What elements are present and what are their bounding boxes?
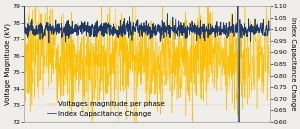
Index Capacitance Change [47,42,51,44]
Index Capacitance Change [22,5,26,7]
Index Capacitance Change [236,121,240,123]
Index Capacitance Change [122,22,125,23]
Index Capacitance Change [214,27,217,29]
Voltages magnitude per phase [218,32,222,34]
Voltages magnitude per phase [268,75,272,77]
Voltages magnitude per phase [122,90,125,92]
Voltages magnitude per phase [22,16,25,18]
Voltages magnitude per phase [191,27,195,29]
Index Capacitance Change [130,35,134,37]
Line: Voltages magnitude per phase: Voltages magnitude per phase [23,0,270,129]
Voltages magnitude per phase [47,41,50,42]
Index Capacitance Change [22,25,25,26]
Index Capacitance Change [268,29,272,31]
Index Capacitance Change [218,32,222,34]
Legend: Voltages magnitude per phase, Index Capacitance Change: Voltages magnitude per phase, Index Capa… [47,100,165,117]
Voltages magnitude per phase [130,31,134,33]
Index Capacitance Change [191,32,194,33]
Y-axis label: Voltage Magnitude (kV): Voltage Magnitude (kV) [4,23,11,105]
Voltages magnitude per phase [214,72,218,74]
Y-axis label: Index Capacitance Change: Index Capacitance Change [290,17,296,111]
Line: Index Capacitance Change: Index Capacitance Change [23,6,270,122]
